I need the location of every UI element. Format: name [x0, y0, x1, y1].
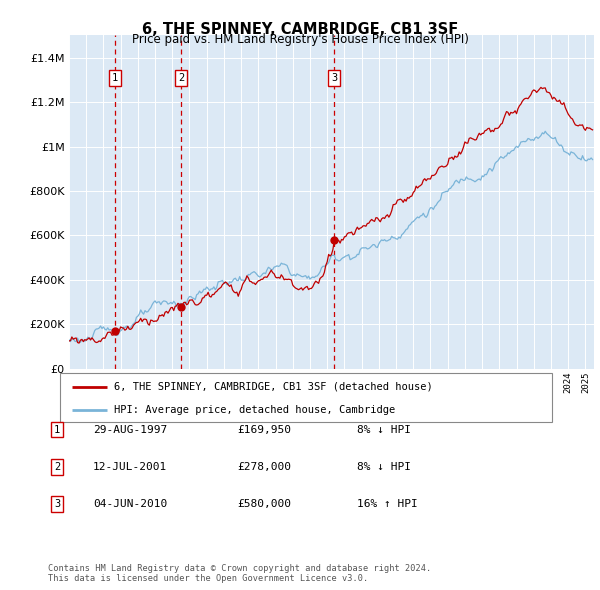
FancyBboxPatch shape: [60, 373, 552, 422]
Text: 12-JUL-2001: 12-JUL-2001: [93, 462, 167, 471]
Text: 1: 1: [112, 73, 118, 83]
Text: This data is licensed under the Open Government Licence v3.0.: This data is licensed under the Open Gov…: [48, 574, 368, 583]
Text: 1: 1: [54, 425, 60, 434]
Text: 8% ↓ HPI: 8% ↓ HPI: [357, 425, 411, 434]
Text: Price paid vs. HM Land Registry's House Price Index (HPI): Price paid vs. HM Land Registry's House …: [131, 33, 469, 46]
Text: 2: 2: [178, 73, 185, 83]
Text: 8% ↓ HPI: 8% ↓ HPI: [357, 462, 411, 471]
Text: 3: 3: [54, 499, 60, 509]
Text: 16% ↑ HPI: 16% ↑ HPI: [357, 499, 418, 509]
Text: £278,000: £278,000: [237, 462, 291, 471]
Text: 3: 3: [331, 73, 338, 83]
Text: 2: 2: [54, 462, 60, 471]
Text: HPI: Average price, detached house, Cambridge: HPI: Average price, detached house, Camb…: [114, 405, 395, 415]
Text: £169,950: £169,950: [237, 425, 291, 434]
Text: 04-JUN-2010: 04-JUN-2010: [93, 499, 167, 509]
Text: 6, THE SPINNEY, CAMBRIDGE, CB1 3SF (detached house): 6, THE SPINNEY, CAMBRIDGE, CB1 3SF (deta…: [114, 382, 433, 392]
Text: 29-AUG-1997: 29-AUG-1997: [93, 425, 167, 434]
Text: 6, THE SPINNEY, CAMBRIDGE, CB1 3SF: 6, THE SPINNEY, CAMBRIDGE, CB1 3SF: [142, 22, 458, 37]
Text: £580,000: £580,000: [237, 499, 291, 509]
Text: Contains HM Land Registry data © Crown copyright and database right 2024.: Contains HM Land Registry data © Crown c…: [48, 565, 431, 573]
